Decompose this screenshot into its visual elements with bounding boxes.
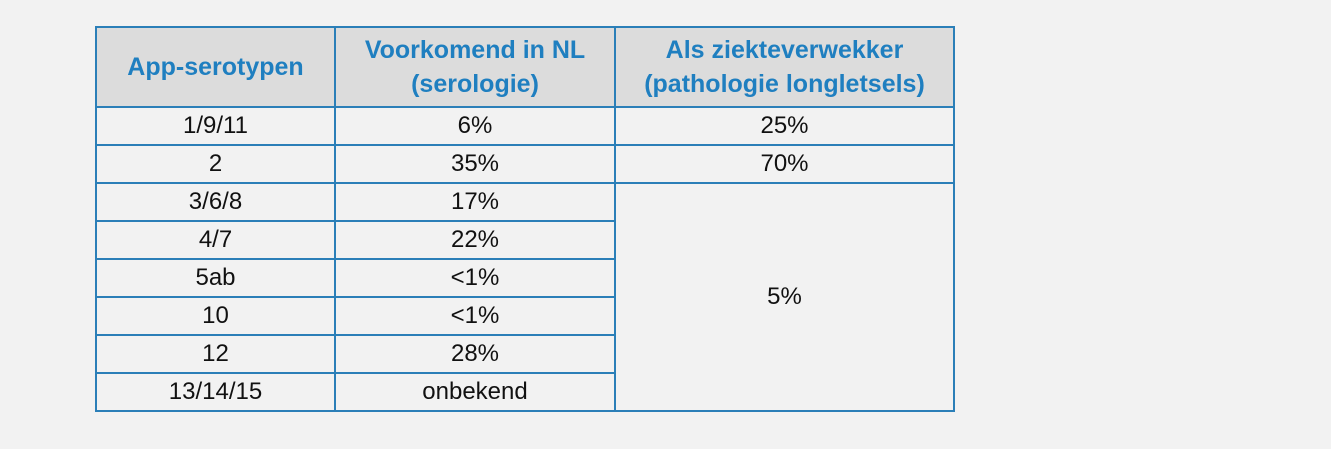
cell-serology: 28% [334, 334, 616, 374]
cell-serology: 17% [334, 182, 616, 222]
table-row: 13/14/15 onbekend [95, 372, 954, 412]
cell-pathology-merged: 5% [614, 182, 955, 412]
table-row: 3/6/8 17% 5% [95, 182, 955, 412]
header-occurrence-line-1: Voorkomend in NL [364, 36, 586, 64]
header-row: App-serotypen Voorkomend in NL (serologi… [95, 26, 955, 108]
table-row: 4/7 22% [95, 220, 954, 260]
table-row: 5ab <1% [95, 258, 954, 298]
table-row: 1/9/11 6% 25% [95, 106, 955, 146]
table-row: 2 35% 70% [95, 144, 955, 184]
header-occurrence: Voorkomend in NL (serologie) [334, 26, 616, 108]
cell-serology: onbekend [334, 372, 616, 412]
cell-serotype: 12 [95, 334, 336, 374]
cell-serotype: 5ab [95, 258, 336, 298]
cell-serotype: 10 [95, 296, 336, 336]
cell-serotype: 2 [95, 144, 336, 184]
header-serotypes-line-1: App-serotypen [127, 53, 304, 81]
table-row: 10 <1% [95, 296, 954, 336]
header-pathogen-line-2: (pathologie longletsels) [644, 70, 925, 98]
cell-pathology: 70% [614, 144, 955, 184]
serotype-table: App-serotypen Voorkomend in NL (serologi… [95, 26, 955, 412]
cell-serotype: 1/9/11 [95, 106, 336, 146]
cell-pathology: 25% [614, 106, 955, 146]
cell-serotype: 4/7 [95, 220, 336, 260]
cell-serology: <1% [334, 258, 616, 298]
header-pathogen: Als ziekteverwekker (pathologie longlets… [614, 26, 955, 108]
header-pathogen-line-1: Als ziekteverwekker [665, 36, 904, 64]
cell-serotype: 3/6/8 [95, 182, 336, 222]
cell-serology: 22% [334, 220, 616, 260]
cell-serotype: 13/14/15 [95, 372, 336, 412]
header-serotypes: App-serotypen [95, 26, 336, 108]
header-occurrence-line-2: (serologie) [411, 70, 539, 98]
cell-serology: 6% [334, 106, 616, 146]
cell-serology: 35% [334, 144, 616, 184]
cell-serology: <1% [334, 296, 616, 336]
table-row: 12 28% [95, 334, 954, 374]
